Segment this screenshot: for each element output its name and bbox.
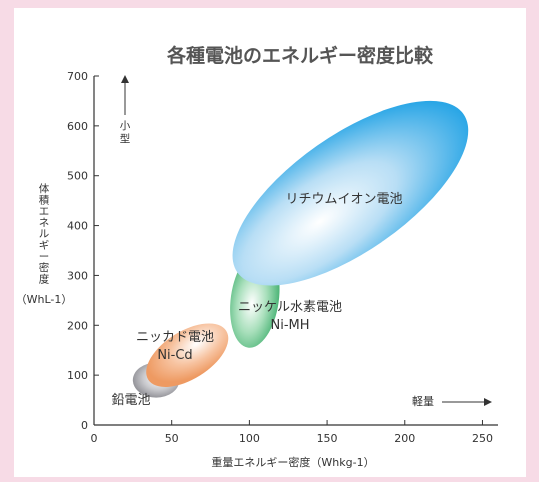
- battery-regions: [132, 100, 469, 398]
- y-label-char: ギ: [39, 240, 50, 252]
- y-label-char: ル: [39, 228, 50, 240]
- battery-name-label: 鉛電池: [111, 393, 150, 408]
- y-tick-label: 700: [67, 70, 88, 83]
- y-label-char: エ: [39, 206, 50, 218]
- y-tick-label: 200: [67, 319, 88, 332]
- x-axis-label: 重量エネルギー密度（Whkg-1）: [211, 455, 374, 469]
- battery-region-3: [232, 100, 469, 286]
- y-tick-label: 0: [81, 419, 88, 432]
- chart-title: 各種電池のエネルギー密度比較: [166, 44, 434, 67]
- battery-labels: 鉛電池 ニッカド電池 Ni-Cd ニッケル水素電池 Ni-MH リチウムイオン電池: [111, 192, 402, 408]
- x-tick-label: 150: [317, 432, 338, 445]
- y-tick-label: 300: [67, 269, 88, 282]
- y-tick-label: 600: [67, 120, 88, 133]
- battery-name-label: ニッカド電池: [136, 330, 214, 345]
- x-tick-label: 0: [91, 432, 98, 445]
- y-tick-label: 100: [67, 369, 88, 382]
- y-tick-label: 500: [67, 170, 88, 183]
- up-annotation-label: 小型: [120, 120, 131, 145]
- battery-sublabel: Ni-MH: [270, 318, 309, 333]
- y-label-char: 体: [39, 183, 50, 195]
- y-label-char: ー: [39, 251, 50, 263]
- battery-region-1: [146, 323, 229, 387]
- y-label-char: 度: [39, 272, 50, 285]
- y-label-char: 積: [39, 193, 50, 206]
- y-tick-label: 400: [67, 220, 88, 233]
- y-label-char: ネ: [39, 217, 50, 229]
- right-annotation-label: 軽量: [412, 395, 434, 408]
- x-axis-ticks: 0 50 100 150 200 250: [91, 420, 493, 445]
- battery-name-label: リチウムイオン電池: [285, 192, 402, 207]
- battery-sublabel: Ni-Cd: [157, 348, 192, 363]
- x-tick-label: 100: [239, 432, 260, 445]
- y-label-char: 密: [39, 261, 50, 274]
- x-tick-label: 250: [472, 432, 493, 445]
- up-label-char: 型: [120, 132, 131, 145]
- up-label-char: 小: [120, 120, 131, 132]
- x-tick-label: 200: [394, 432, 415, 445]
- y-axis-unit: （WhL-1）: [16, 293, 73, 306]
- x-tick-label: 50: [165, 432, 179, 445]
- battery-name-label: ニッケル水素電池: [238, 300, 342, 315]
- y-axis-ticks: 0 100 200 300 400 500 600 700: [67, 70, 99, 432]
